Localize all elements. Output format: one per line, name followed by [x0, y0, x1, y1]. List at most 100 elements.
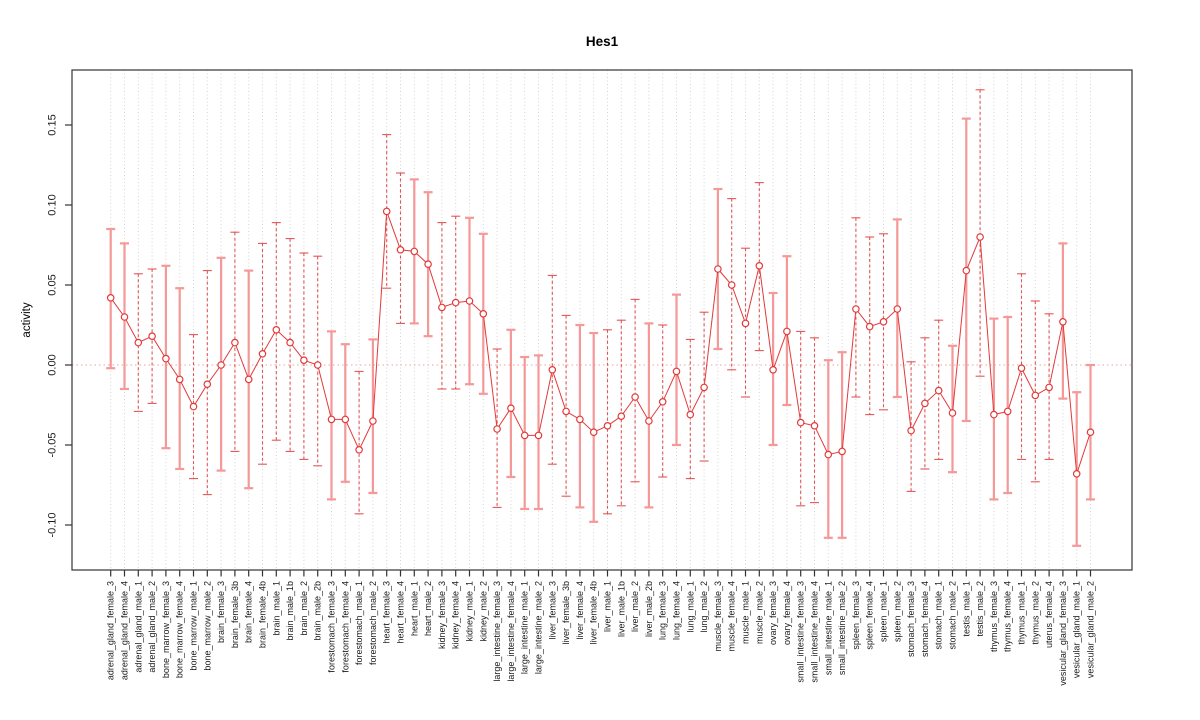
data-point	[231, 338, 239, 347]
data-point	[189, 402, 198, 411]
x-tick-label: kidney_male_1	[464, 581, 474, 642]
x-tick-label: adrenal_gland_male_2	[147, 581, 157, 673]
data-point	[327, 415, 336, 424]
x-tick-label: liver_male_1b	[616, 581, 626, 637]
data-point	[313, 361, 322, 369]
data-point	[424, 260, 432, 269]
data-point	[865, 322, 874, 331]
x-tick-label: forestomach_male_1	[354, 581, 364, 665]
x-tick-label: heart_male_1	[409, 581, 419, 636]
x-tick-label: lung_male_2	[699, 581, 709, 633]
data-point	[286, 338, 294, 347]
data-point	[645, 417, 653, 425]
y-tick-label: 0.00	[47, 354, 59, 375]
data-point	[520, 431, 529, 440]
data-point	[300, 356, 308, 365]
data-point	[244, 375, 253, 384]
data-point	[576, 415, 584, 424]
x-tick-label: muscle_female_3	[713, 581, 723, 652]
x-tick-label: muscle_male_1	[740, 581, 750, 644]
x-tick-label: brain_female_4b	[257, 581, 267, 648]
data-point	[990, 410, 998, 419]
data-point	[714, 265, 722, 273]
x-tick-label: stomach_male_2	[947, 581, 957, 650]
x-tick-label: bone_marrow_female_3	[161, 581, 171, 678]
data-point	[120, 313, 129, 321]
x-tick-label: vesicular_gland_male_2	[1085, 581, 1095, 678]
data-point	[410, 247, 419, 256]
x-tick-label: forestomach_female_3	[326, 581, 336, 673]
data-point	[617, 412, 626, 421]
data-point	[810, 421, 819, 430]
data-point	[258, 349, 267, 358]
x-tick-label: spleen_male_2	[892, 581, 902, 642]
series-line	[110, 211, 1091, 474]
x-tick-label: brain_male_1b	[285, 581, 295, 641]
x-tick-label: testis_male_1	[961, 581, 971, 637]
data-point	[907, 426, 915, 435]
data-point	[1086, 428, 1095, 437]
data-point	[493, 425, 501, 433]
data-point	[148, 332, 156, 341]
data-point	[507, 404, 515, 413]
data-point	[1045, 383, 1053, 392]
x-tick-label: brain_male_2b	[313, 581, 323, 641]
x-tick-label: heart_female_3	[382, 581, 392, 644]
x-tick-label: spleen_male_1	[878, 581, 888, 642]
data-point	[755, 261, 764, 270]
data-point	[438, 303, 446, 312]
data-point	[1031, 391, 1040, 400]
data-point	[700, 383, 708, 392]
x-tick-label: lung_female_3	[658, 581, 668, 640]
x-tick-label: kidney_female_4	[451, 581, 461, 649]
y-tick-label: 0.15	[47, 114, 59, 135]
data-point	[686, 410, 695, 419]
y-tick-label: -0.05	[47, 432, 59, 457]
x-tick-label: muscle_female_4	[727, 581, 737, 652]
x-tick-label: adrenal_gland_female_3	[106, 581, 116, 680]
x-tick-label: uterus_female_4	[1044, 581, 1054, 648]
x-tick-label: bone_marrow_male_1	[188, 581, 198, 671]
data-point	[741, 319, 750, 328]
data-point	[203, 380, 212, 389]
data-point	[396, 246, 405, 254]
data-point	[838, 447, 846, 456]
data-point	[727, 281, 736, 289]
x-tick-label: spleen_female_3	[851, 581, 861, 650]
x-tick-label: muscle_male_2	[754, 581, 764, 644]
x-tick-label: kidney_male_2	[478, 581, 488, 642]
data-point	[106, 293, 115, 302]
x-tick-label: heart_female_4	[395, 581, 405, 644]
data-point	[1003, 407, 1012, 416]
data-point	[217, 361, 225, 369]
data-point	[589, 428, 598, 437]
x-tick-label: brain_male_1	[271, 581, 281, 636]
data-point	[341, 415, 350, 424]
data-point	[921, 399, 929, 408]
data-point	[548, 365, 557, 374]
x-tick-label: thymus_male_2	[1030, 581, 1040, 645]
x-tick-label: brain_female_3b	[230, 581, 240, 648]
x-tick-label: liver_female_3b	[561, 581, 571, 645]
data-point	[893, 305, 902, 313]
x-tick-label: forestomach_male_2	[368, 581, 378, 665]
data-point	[175, 375, 184, 384]
x-tick-label: liver_female_4b	[589, 581, 599, 645]
x-tick-label: vesicular_gland_male_1	[1072, 581, 1082, 678]
y-tick-label: 0.10	[47, 194, 59, 215]
x-tick-label: testis_male_2	[975, 581, 985, 637]
y-tick-label: 0.05	[47, 274, 59, 295]
data-point	[769, 365, 777, 374]
data-point	[1072, 469, 1081, 478]
x-tick-label: small_intestine_female_3	[796, 581, 806, 683]
x-tick-label: liver_female_4	[575, 581, 585, 640]
data-point	[355, 445, 363, 454]
data-point	[934, 386, 943, 395]
x-tick-label: adrenal_gland_female_4	[119, 581, 129, 680]
x-tick-label: liver_female_3	[547, 581, 557, 640]
x-tick-label: ovary_female_4	[782, 581, 792, 645]
data-point	[824, 450, 833, 459]
x-tick-label: small_intestine_male_2	[837, 581, 847, 675]
data-point	[451, 298, 460, 307]
